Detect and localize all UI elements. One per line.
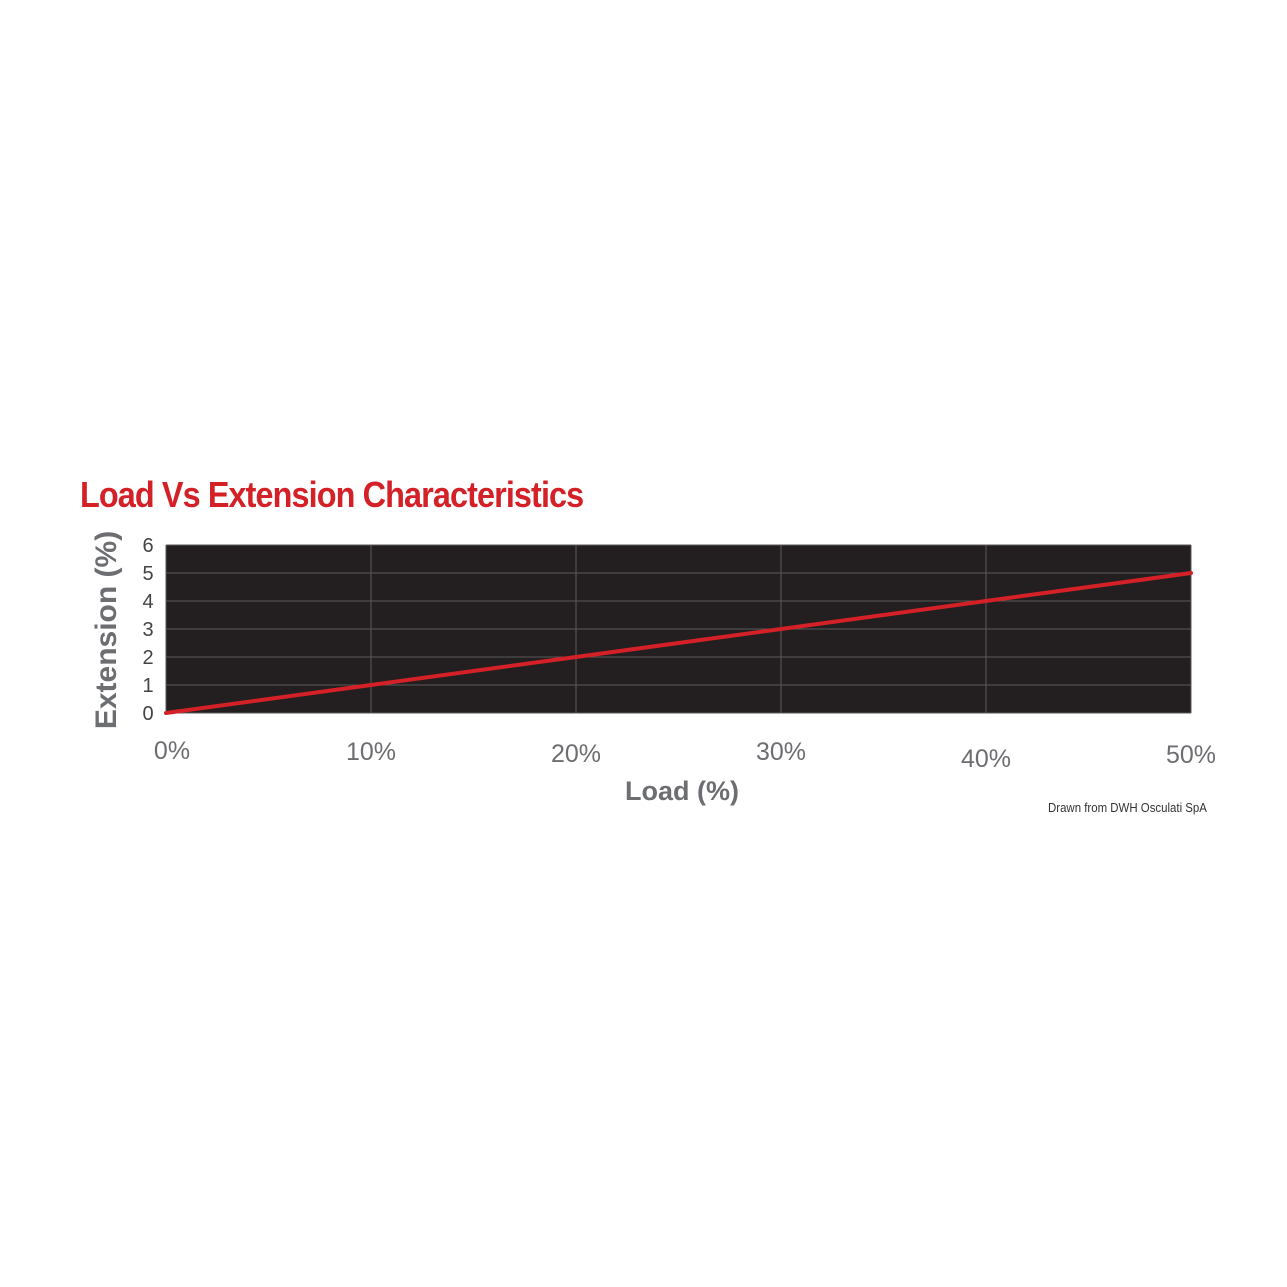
- x-tick-label: 20%: [551, 740, 601, 768]
- x-tick-labels: 0% 10% 20% 30% 40% 50%: [154, 737, 1216, 773]
- x-tick-label: 40%: [961, 745, 1011, 773]
- y-tick-label: 0: [142, 703, 153, 725]
- y-tick-label: 4: [142, 591, 153, 613]
- x-tick-label: 30%: [756, 738, 806, 766]
- x-tick-label: 50%: [1166, 741, 1216, 769]
- grid-lines: [165, 544, 1192, 714]
- x-axis-label: Load (%): [625, 776, 739, 806]
- chart-title: Load Vs Extension Characteristics: [80, 474, 584, 515]
- y-tick-label: 5: [142, 563, 153, 585]
- y-tick-label: 1: [142, 675, 153, 697]
- series-line: [164, 571, 1193, 715]
- y-tick-label: 3: [142, 619, 153, 641]
- x-tick-label: 0%: [154, 737, 190, 765]
- y-tick-label: 2: [142, 647, 153, 669]
- y-tick-labels: 0 1 2 3 4 5 6: [142, 535, 153, 725]
- y-axis-label: Extension (%): [90, 531, 123, 729]
- x-tick-label: 10%: [346, 738, 396, 766]
- y-tick-label: 6: [142, 535, 153, 557]
- credit-text: Drawn from DWH Osculati SpA: [1048, 800, 1207, 815]
